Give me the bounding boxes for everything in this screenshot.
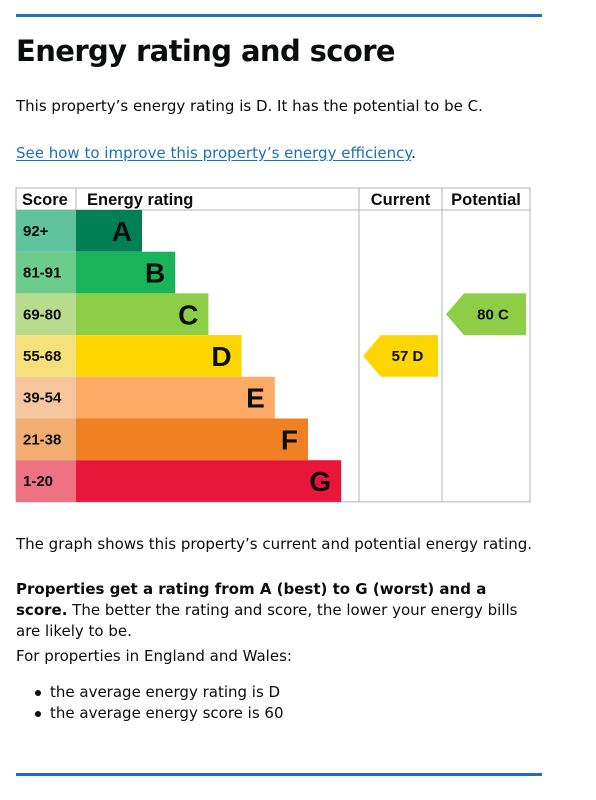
current-rating-arrow — [363, 335, 438, 377]
band-letter-b: B — [145, 258, 165, 289]
band-bar-e — [76, 376, 275, 419]
rating-explanation-bold: Properties get a rating from A (best) to… — [16, 580, 487, 619]
score-cell-a — [16, 210, 76, 252]
score-range-g: 1-20 — [23, 473, 53, 490]
score-cell-b — [16, 251, 76, 294]
average-score-item: the average energy score is 60 — [16, 703, 284, 724]
potential-rating-arrow — [446, 293, 526, 336]
score-cell-e — [16, 376, 76, 419]
band-letter-d: D — [211, 341, 231, 372]
band-bar-f — [76, 418, 308, 461]
improve-efficiency-link[interactable]: See how to improve this property’s energ… — [16, 144, 412, 162]
header-potential: Potential — [451, 191, 521, 209]
band-letter-f: F — [281, 424, 298, 455]
graph-caption: The graph shows this property’s current … — [16, 535, 532, 553]
link-suffix: . — [411, 144, 416, 162]
score-cell-d — [16, 335, 76, 377]
bottom-divider — [16, 773, 542, 776]
band-letter-g: G — [309, 466, 331, 497]
average-list: the average energy rating is D the avera… — [16, 682, 284, 724]
rating-summary: This property’s energy rating is D. It h… — [16, 97, 483, 115]
score-cell-c — [16, 293, 76, 336]
score-range-b: 81-91 — [23, 265, 61, 282]
potential-rating-label: 80 C — [477, 306, 509, 323]
page-title: Energy rating and score — [16, 34, 396, 68]
band-bar-g — [76, 460, 342, 502]
score-range-c: 69-80 — [23, 306, 61, 323]
improve-link-paragraph: See how to improve this property’s energ… — [16, 143, 416, 164]
header-score: Score — [22, 191, 68, 209]
header-energy-rating: Energy rating — [87, 191, 193, 209]
band-bar-a — [76, 210, 142, 252]
score-range-f: 21-38 — [23, 431, 61, 448]
average-rating-item: the average energy rating is D — [16, 682, 284, 703]
england-wales-intro: For properties in England and Wales: — [16, 647, 292, 665]
current-rating-label: 57 D — [392, 348, 424, 365]
score-cell-f — [16, 418, 76, 461]
band-bar-b — [76, 251, 176, 294]
score-range-e: 39-54 — [23, 390, 62, 407]
band-bar-d — [76, 335, 242, 377]
score-cell-g — [16, 460, 76, 502]
rating-explanation-rest: The better the rating and score, the low… — [16, 601, 518, 640]
band-letter-e: E — [246, 383, 265, 414]
score-range-a: 92+ — [23, 223, 49, 240]
rating-explanation: Properties get a rating from A (best) to… — [16, 579, 542, 642]
band-letter-c: C — [178, 299, 198, 330]
band-letter-a: A — [112, 216, 132, 247]
header-current: Current — [371, 191, 431, 209]
top-divider — [16, 14, 542, 17]
band-bar-c — [76, 293, 209, 336]
score-range-d: 55-68 — [23, 348, 61, 365]
